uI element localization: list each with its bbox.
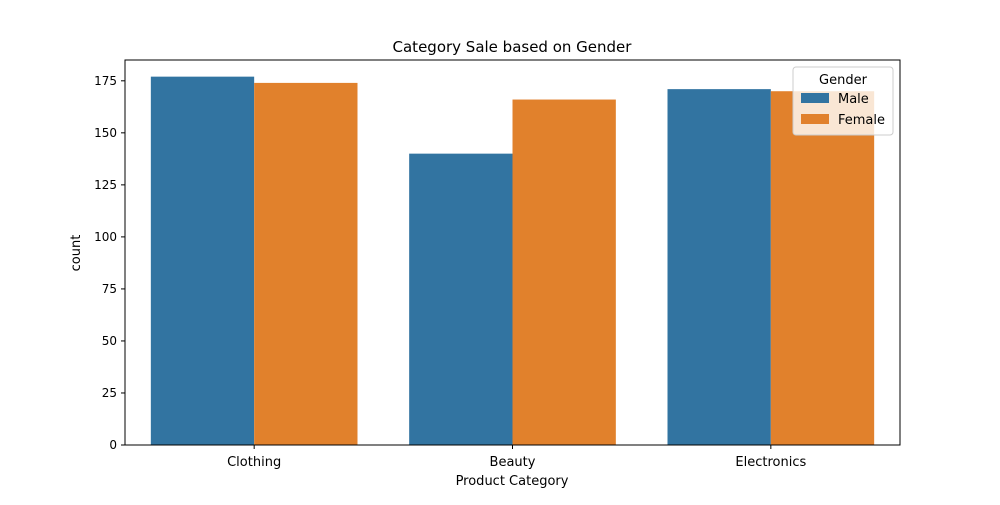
- chart-title: Category Sale based on Gender: [393, 38, 633, 56]
- bar-male-beauty: [409, 153, 513, 445]
- y-axis-label: count: [69, 235, 84, 272]
- legend-swatch-male: [801, 93, 829, 103]
- y-tick-label: 100: [94, 230, 117, 244]
- legend-title: Gender: [819, 73, 868, 88]
- y-tick-label: 0: [109, 438, 117, 452]
- y-tick-label: 75: [102, 282, 117, 296]
- plot-frame: [124, 59, 901, 446]
- bar-female-beauty: [512, 99, 616, 446]
- y-tick-label: 150: [94, 126, 117, 140]
- legend: Gender Male Female: [792, 66, 894, 136]
- legend-label-female: Female: [838, 113, 885, 128]
- y-tick-label: 175: [94, 74, 117, 88]
- legend-label-male: Male: [838, 92, 869, 107]
- x-tick-label: Electronics: [735, 455, 806, 470]
- bar-female-clothing: [254, 82, 358, 445]
- bar-male-electronics: [667, 89, 771, 445]
- x-tick-label: Clothing: [227, 455, 281, 470]
- y-tick-label: 50: [102, 334, 117, 348]
- y-tick-label: 125: [94, 178, 117, 192]
- legend-swatch-female: [801, 114, 829, 124]
- bar-female-electronics: [770, 91, 875, 445]
- bar-male-clothing: [150, 76, 255, 445]
- y-tick-label: 25: [102, 386, 117, 400]
- x-tick-label: Beauty: [490, 455, 536, 470]
- x-axis-label: Product Category: [456, 474, 569, 489]
